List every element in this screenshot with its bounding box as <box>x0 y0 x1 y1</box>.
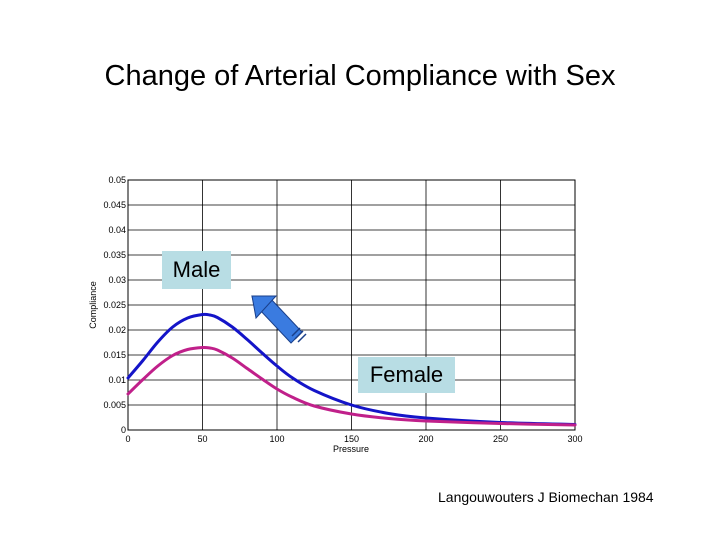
arrow-icon <box>251 295 307 344</box>
y-axis-title: Compliance <box>88 281 98 329</box>
x-tick-label: 250 <box>493 434 508 444</box>
y-tick-label: 0.045 <box>103 200 126 210</box>
female-label-box: Female <box>358 357 455 393</box>
y-tick-label: 0.03 <box>108 275 126 285</box>
x-tick-label: 50 <box>197 434 207 444</box>
x-tick-label: 0 <box>125 434 130 444</box>
chart-ticks: 0 50 100 150 200 250 300 0 0.005 0.01 0.015 0.02 0.0… <box>103 175 582 444</box>
y-tick-label: 0.04 <box>108 225 126 235</box>
x-tick-label: 100 <box>269 434 284 444</box>
x-tick-label: 200 <box>418 434 433 444</box>
series-line-male <box>126 312 577 426</box>
x-axis-title: Pressure <box>333 444 369 454</box>
slide-title: Change of Arterial Compliance with Sex <box>104 60 616 92</box>
x-tick-label: 150 <box>344 434 359 444</box>
series-line-female <box>126 345 577 427</box>
chart-grid <box>127 179 576 431</box>
y-tick-label: 0.015 <box>103 350 126 360</box>
x-tick-label: 300 <box>567 434 582 444</box>
y-tick-label: 0.025 <box>103 300 126 310</box>
male-label-box: Male <box>162 251 231 289</box>
y-tick-label: 0.01 <box>108 375 126 385</box>
y-tick-label: 0.02 <box>108 325 126 335</box>
y-tick-label: 0.035 <box>103 250 126 260</box>
y-tick-label: 0.005 <box>103 400 126 410</box>
y-tick-label: 0.05 <box>108 175 126 185</box>
y-tick-label: 0 <box>121 425 126 435</box>
chart-series <box>126 312 577 427</box>
citation-text: Langouwouters J Biomechan 1984 <box>438 489 654 505</box>
